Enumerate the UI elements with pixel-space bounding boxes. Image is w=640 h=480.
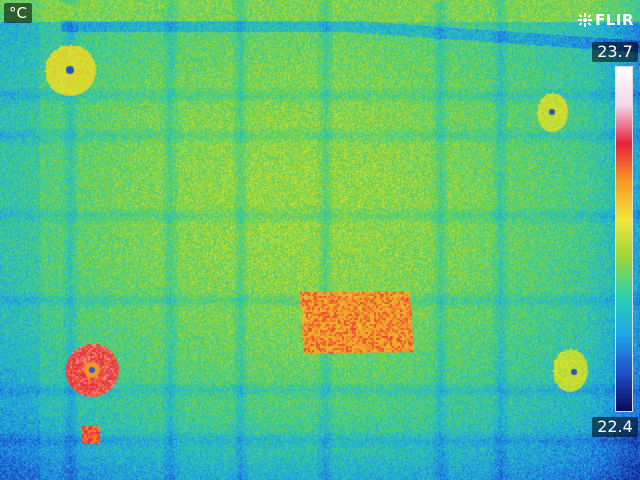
scale-max-value: 23.7 xyxy=(592,42,638,62)
brand-name: FLIR xyxy=(595,11,634,29)
flir-logo-icon xyxy=(578,13,593,27)
brand-logo: FLIR xyxy=(578,10,634,30)
temperature-scale-bar xyxy=(615,66,633,412)
temperature-unit-label: °C xyxy=(4,3,32,23)
scale-min-value: 22.4 xyxy=(592,417,638,437)
